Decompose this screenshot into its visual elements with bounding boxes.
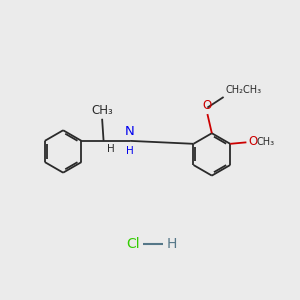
Text: O: O: [202, 99, 211, 112]
Text: Cl: Cl: [126, 237, 140, 251]
Text: CH₃: CH₃: [256, 137, 274, 147]
Text: H: H: [107, 144, 115, 154]
Text: H: H: [166, 237, 177, 251]
Text: N: N: [125, 125, 135, 138]
Text: CH₃: CH₃: [91, 104, 113, 117]
Text: O: O: [248, 135, 258, 148]
Text: H: H: [126, 146, 134, 156]
Text: CH₂CH₃: CH₂CH₃: [225, 85, 261, 95]
